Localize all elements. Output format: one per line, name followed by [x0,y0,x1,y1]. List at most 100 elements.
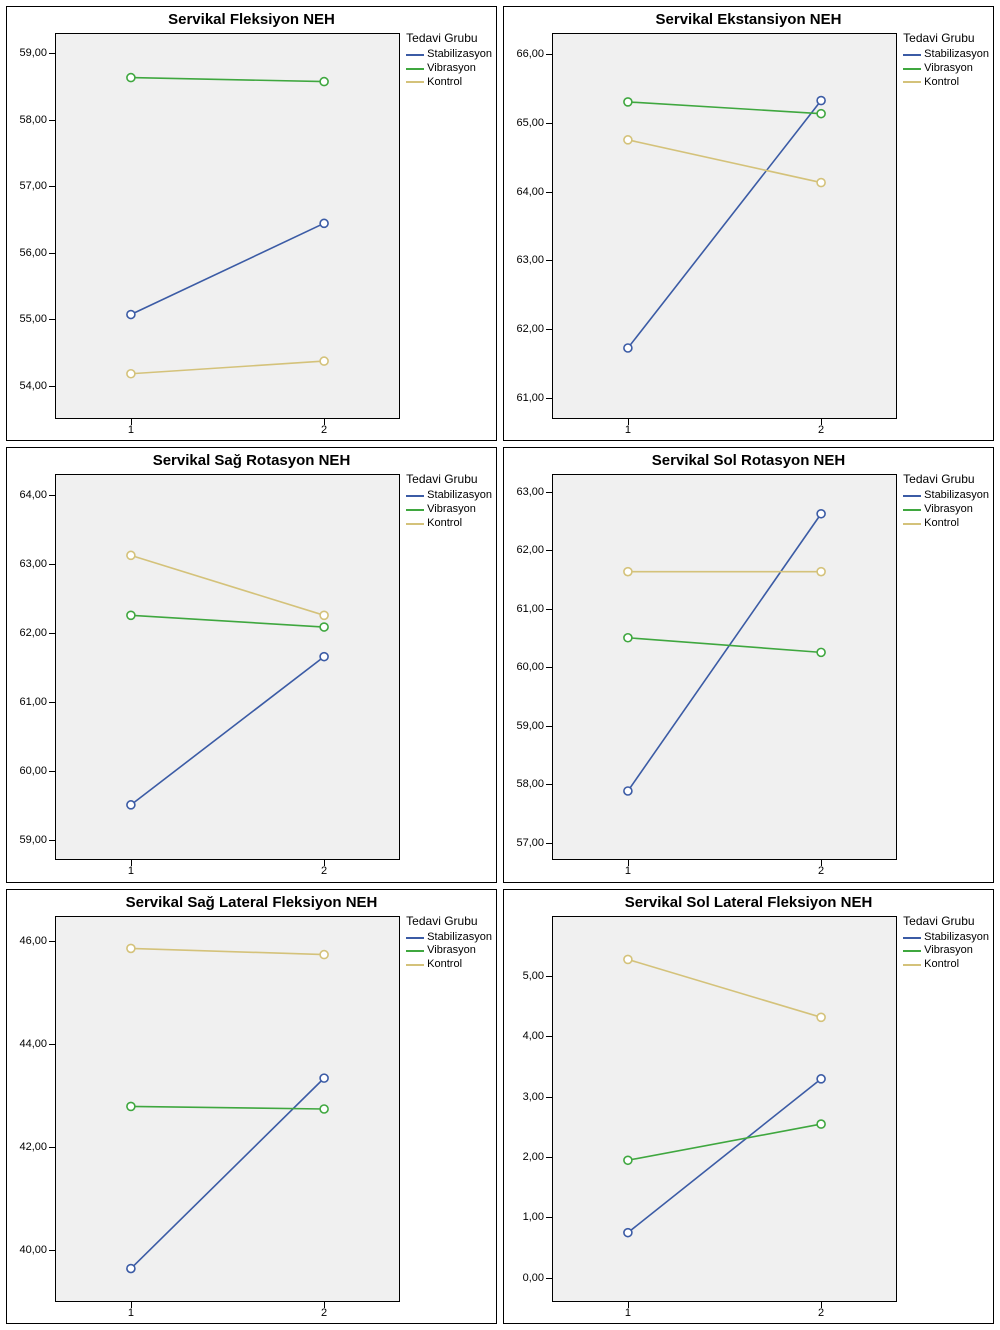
y-tick-mark [546,667,552,668]
y-tick-mark [546,550,552,551]
y-tick-mark [49,633,55,634]
y-tick-mark [49,495,55,496]
y-tick-label: 59,00 [506,720,544,732]
legend-item: Kontrol [406,958,492,972]
legend: Tedavi GrubuStabilizasyonVibrasyonKontro… [903,31,989,89]
legend-swatch [406,937,424,939]
legend-label: Vibrasyon [924,944,973,958]
legend-label: Stabilizasyon [427,489,492,503]
x-tick-mark [324,1302,325,1308]
legend-label: Stabilizasyon [427,48,492,62]
y-tick-label: 40,00 [9,1244,47,1256]
legend: Tedavi GrubuStabilizasyonVibrasyonKontro… [406,472,492,530]
y-tick-mark [49,702,55,703]
y-tick-mark [49,120,55,121]
x-tick-label: 2 [818,424,824,436]
y-tick-mark [49,53,55,54]
y-tick-mark [49,186,55,187]
x-tick-mark [131,419,132,425]
legend-swatch [406,950,424,952]
x-tick-mark [131,1302,132,1308]
x-tick-label: 2 [818,865,824,877]
y-tick-mark [546,1097,552,1098]
y-tick-mark [546,726,552,727]
y-tick-mark [49,564,55,565]
legend-title: Tedavi Grubu [903,914,989,929]
y-tick-mark [546,192,552,193]
y-tick-mark [49,1044,55,1045]
chart-panel-1: Servikal Ekstansiyon NEHTedavi GrubuStab… [503,6,994,441]
plot-area [55,916,400,1302]
y-tick-label: 58,00 [9,114,47,126]
legend-title: Tedavi Grubu [406,31,492,46]
chart-title: Servikal Sol Rotasyon NEH [504,452,993,469]
y-tick-mark [546,329,552,330]
y-tick-label: 64,00 [9,489,47,501]
y-tick-label: 42,00 [9,1141,47,1153]
y-tick-label: 4,00 [506,1030,544,1042]
y-tick-label: 5,00 [506,970,544,982]
x-tick-label: 2 [818,1307,824,1319]
x-tick-label: 2 [321,865,327,877]
legend-item: Vibrasyon [406,503,492,517]
y-tick-mark [546,1217,552,1218]
legend-swatch [903,81,921,83]
x-tick-mark [324,860,325,866]
y-tick-mark [546,1157,552,1158]
legend-item: Kontrol [406,76,492,90]
x-tick-label: 1 [128,424,134,436]
legend-item: Stabilizasyon [903,489,989,503]
y-tick-label: 1,00 [506,1211,544,1223]
x-tick-label: 2 [321,1307,327,1319]
y-tick-label: 62,00 [9,627,47,639]
y-tick-label: 54,00 [9,380,47,392]
legend-item: Stabilizasyon [903,48,989,62]
plot-area [55,33,400,419]
chart-panel-2: Servikal Sağ Rotasyon NEH Tedavi Grubu Sta… [6,447,497,882]
legend-title: Tedavi Grubu [903,31,989,46]
legend-swatch [406,509,424,511]
legend-swatch [903,950,921,952]
legend-swatch [903,964,921,966]
legend-label: Kontrol [427,958,462,972]
x-tick-mark [324,419,325,425]
y-tick-mark [49,1250,55,1251]
plot-area [552,474,897,860]
y-tick-label: 63,00 [506,486,544,498]
legend-label: Stabilizasyon [924,48,989,62]
legend-item: Stabilizasyon [406,931,492,945]
y-tick-label: 61,00 [9,696,47,708]
x-tick-mark [821,1302,822,1308]
y-tick-label: 59,00 [9,834,47,846]
x-tick-mark [628,419,629,425]
y-tick-label: 65,00 [506,117,544,129]
y-tick-label: 60,00 [9,765,47,777]
legend: Tedavi Grubu StabilizasyonVibrasyonKontro… [406,914,492,972]
legend-item: Stabilizasyon [406,489,492,503]
legend-title: Tedavi Grubu [406,472,492,487]
y-tick-label: 2,00 [506,1151,544,1163]
legend-swatch [903,523,921,525]
legend-item: Vibrasyon [406,944,492,958]
y-tick-label: 60,00 [506,661,544,673]
legend-swatch [406,523,424,525]
legend-item: Kontrol [903,958,989,972]
x-tick-label: 1 [128,865,134,877]
y-tick-label: 63,00 [506,254,544,266]
legend-item: Vibrasyon [903,503,989,517]
legend-swatch [406,54,424,56]
legend-label: Kontrol [924,517,959,531]
x-tick-mark [628,860,629,866]
chart-title: Servikal Sağ Rotasyon NEH [7,452,496,469]
y-tick-mark [546,843,552,844]
y-tick-mark [49,1147,55,1148]
y-tick-mark [546,54,552,55]
plot-area [552,916,897,1302]
y-tick-mark [546,492,552,493]
y-tick-label: 59,00 [9,47,47,59]
chart-title: Servikal Fleksiyon NEH [7,11,496,28]
legend-label: Kontrol [924,76,959,90]
y-tick-label: 58,00 [506,778,544,790]
x-tick-label: 2 [321,424,327,436]
legend-title: Tedavi Grubu [406,914,492,929]
